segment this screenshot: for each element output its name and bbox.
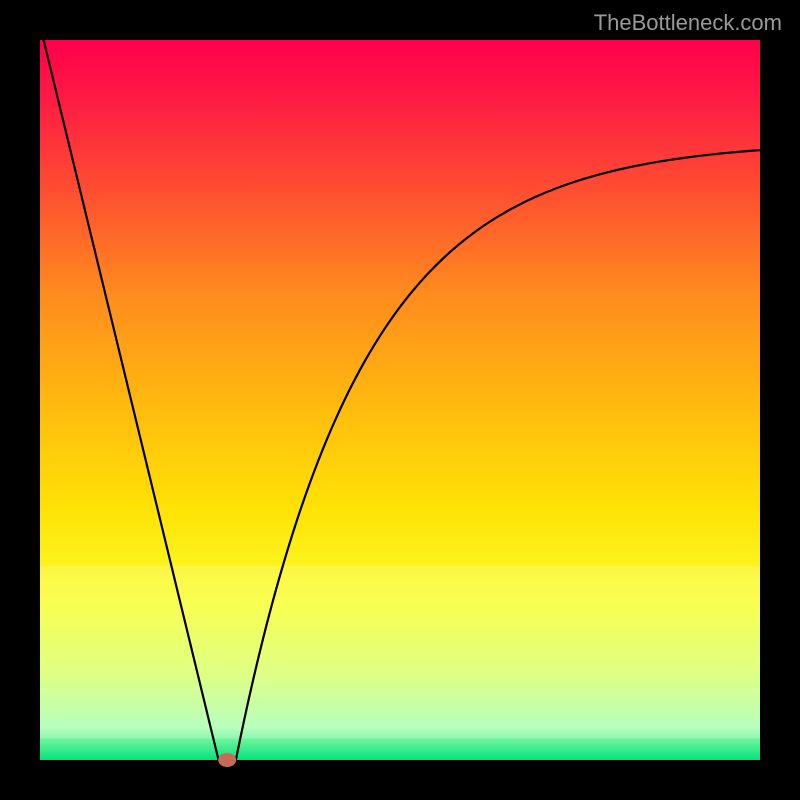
gradient-highlight-band — [40, 566, 760, 739]
watermark-text: TheBottleneck.com — [594, 10, 782, 36]
notch-marker — [218, 753, 236, 767]
chart-svg — [0, 0, 800, 800]
stage: TheBottleneck.com — [0, 0, 800, 800]
